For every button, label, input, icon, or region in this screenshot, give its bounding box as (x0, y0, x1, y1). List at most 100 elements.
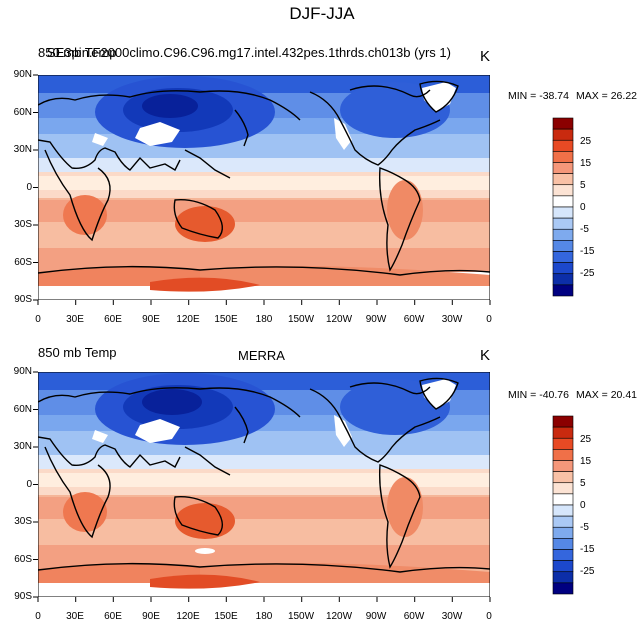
lon-tick: 60W (403, 314, 425, 325)
colorbar-swatch (552, 515, 574, 528)
colorbar-label: -5 (580, 522, 589, 533)
panel-2-dataset-name: MERRA (238, 348, 285, 363)
colorbar-swatch (552, 460, 574, 472)
colorbar-label: -15 (580, 544, 595, 555)
lon-tick: 0 (35, 611, 41, 622)
colorbar-swatch (552, 228, 574, 241)
panel-2-variable-label: 850 mb Temp (38, 345, 117, 360)
colorbar-swatch (552, 449, 574, 461)
colorbar-swatch (552, 426, 574, 439)
lon-tick: 120W (325, 611, 353, 622)
colorbar-label: -25 (580, 566, 595, 577)
colorbar-swatch (552, 184, 574, 197)
lat-tick: 30S (14, 516, 32, 527)
colorbar-swatch (552, 151, 574, 163)
lon-tick: 60E (104, 611, 122, 622)
colorbar-label: 25 (580, 136, 592, 147)
colorbar-swatch (552, 493, 574, 506)
lat-tick: 30N (13, 441, 32, 452)
colorbar-swatch (552, 482, 574, 495)
figure-title: DJF-JJA (289, 4, 355, 23)
panel-1-map (38, 75, 490, 300)
lat-tick: 0 (26, 182, 32, 193)
panel-2-colorbar (552, 415, 574, 595)
colorbar-swatch (552, 582, 574, 595)
lat-tick: 30S (14, 219, 32, 230)
colorbar-swatch (552, 471, 574, 484)
colorbar-swatch (552, 117, 574, 130)
panel-1-max: MAX = 26.22 (576, 90, 637, 102)
colorbar-swatch (552, 549, 574, 561)
lon-tick: 150W (287, 611, 315, 622)
colorbar-swatch (552, 217, 574, 230)
colorbar-label: -5 (580, 224, 589, 235)
panel-2-min: MIN = -40.76 (508, 389, 569, 401)
lat-tick: 30N (13, 144, 32, 155)
colorbar-label: 5 (580, 180, 586, 191)
colorbar-swatch (552, 262, 574, 275)
colorbar-swatch (552, 139, 574, 152)
lat-tick: 60N (13, 107, 32, 118)
lat-tick: 90S (14, 591, 32, 602)
lon-tick: 60W (403, 611, 425, 622)
panel-1-variable-label: 850 mb Temp (38, 45, 117, 60)
lon-tick: 120E (176, 611, 200, 622)
lon-tick: 180 (255, 314, 273, 325)
lat-tick: 60S (14, 257, 32, 268)
colorbar-label: 25 (580, 434, 592, 445)
colorbar-label: 0 (580, 500, 586, 511)
colorbar-swatch (552, 571, 574, 584)
panel-1-unit: K (480, 48, 491, 65)
lon-tick: 150E (214, 314, 238, 325)
colorbar-label: 15 (580, 158, 592, 169)
panel-2-tick-marks (33, 371, 491, 602)
lon-tick: 120W (325, 314, 353, 325)
colorbar-swatch (552, 504, 574, 517)
panel-2-unit: K (480, 347, 491, 364)
colorbar-label: 0 (580, 202, 586, 213)
lon-tick: 0 (486, 611, 492, 622)
panel-2-max: MAX = 20.41 (576, 389, 637, 401)
lon-tick: 30W (441, 314, 463, 325)
lon-tick: 90E (142, 611, 160, 622)
colorbar-swatch (552, 173, 574, 186)
lon-tick: 30E (66, 611, 84, 622)
lat-tick: 90N (13, 366, 32, 377)
lon-tick: 150W (287, 314, 315, 325)
colorbar-swatch (552, 560, 574, 573)
colorbar-swatch (552, 526, 574, 539)
lat-tick: 90S (14, 294, 32, 305)
panel-1-tick-marks (33, 74, 491, 305)
lon-tick: 30E (66, 314, 84, 325)
colorbar-swatch (552, 273, 574, 286)
panel-1-colorbar (552, 117, 574, 297)
panel-2-map (38, 372, 490, 597)
lat-tick: 60N (13, 404, 32, 415)
lon-tick: 90W (365, 314, 387, 325)
lon-tick: 120E (176, 314, 200, 325)
lon-tick: 60E (104, 314, 122, 325)
lon-tick: 0 (486, 314, 492, 325)
colorbar-label: 5 (580, 478, 586, 489)
colorbar-swatch (552, 415, 574, 428)
colorbar-swatch (552, 284, 574, 297)
lon-tick: 90E (142, 314, 160, 325)
lon-tick: 150E (214, 611, 238, 622)
colorbar-swatch (552, 240, 574, 252)
colorbar-swatch (552, 195, 574, 208)
colorbar-swatch (552, 162, 574, 174)
lon-tick: 180 (255, 611, 273, 622)
panel-1-case-name: SE3pin.F2000climo.C96.C96.mg17.intel.432… (47, 45, 451, 60)
lon-tick: 0 (35, 314, 41, 325)
colorbar-swatch (552, 128, 574, 141)
colorbar-swatch (552, 437, 574, 450)
panel-1-min: MIN = -38.74 (508, 90, 569, 102)
lat-tick: 0 (26, 479, 32, 490)
colorbar-swatch (552, 251, 574, 263)
lat-tick: 60S (14, 554, 32, 565)
colorbar-label: 15 (580, 456, 592, 467)
lon-tick: 90W (365, 611, 387, 622)
colorbar-label: -25 (580, 268, 595, 279)
lon-tick: 30W (441, 611, 463, 622)
